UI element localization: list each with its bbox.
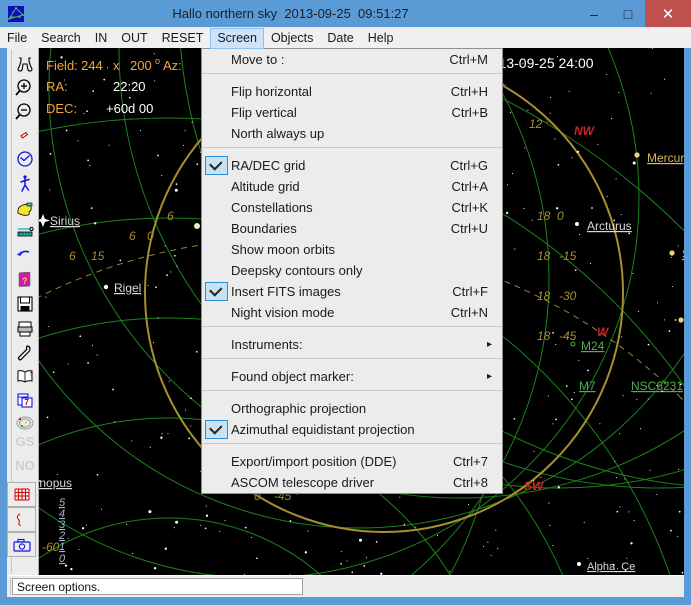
- svg-text:?: ?: [22, 276, 28, 286]
- svg-text:-15: -15: [559, 249, 577, 263]
- svg-text:18: 18: [537, 289, 551, 303]
- svg-text:12: 12: [529, 117, 543, 131]
- svg-text:W: W: [597, 325, 610, 339]
- svg-text:Mercury: Mercury: [647, 151, 684, 165]
- svg-text:18: 18: [537, 329, 551, 343]
- svg-text:6: 6: [69, 249, 76, 263]
- svg-text:18: 18: [537, 209, 551, 223]
- svg-text:15: 15: [91, 249, 105, 263]
- svg-text:NSC6231: NSC6231: [631, 379, 683, 393]
- svg-text:Az:: Az:: [163, 58, 182, 73]
- svg-text:Sirius: Sirius: [50, 214, 80, 228]
- svg-text:Arcturus: Arcturus: [587, 219, 632, 233]
- svg-text:0: 0: [59, 553, 66, 565]
- svg-text:Canopus: Canopus: [39, 476, 72, 490]
- svg-text:M24: M24: [581, 339, 605, 353]
- svg-text:0: 0: [147, 229, 154, 243]
- svg-text:NW: NW: [574, 124, 596, 138]
- svg-text:+60d 00: +60d 00: [106, 101, 153, 116]
- svg-text:Field:: Field:: [46, 58, 78, 73]
- svg-text:244: 244: [81, 58, 103, 73]
- svg-text:o: o: [155, 56, 160, 66]
- svg-text:22:20: 22:20: [113, 79, 146, 94]
- svg-text:-45: -45: [559, 329, 577, 343]
- svg-text:RA:: RA:: [46, 79, 68, 94]
- svg-text:Rigel: Rigel: [114, 281, 141, 295]
- svg-text:M7: M7: [579, 379, 596, 393]
- svg-text:0: 0: [557, 209, 564, 223]
- svg-text:7: 7: [25, 398, 30, 407]
- svg-text:6: 6: [129, 229, 136, 243]
- svg-text:DEC:: DEC:: [46, 101, 77, 116]
- svg-text:1: 1: [59, 541, 65, 553]
- svg-text:6: 6: [167, 209, 174, 223]
- svg-text:200: 200: [130, 58, 152, 73]
- svg-text:x: x: [113, 58, 120, 73]
- svg-text:Alpha_Ce: Alpha_Ce: [587, 561, 635, 573]
- svg-text:18: 18: [537, 249, 551, 263]
- svg-text:-60: -60: [42, 540, 60, 554]
- svg-text:SW: SW: [524, 479, 545, 493]
- svg-text:-30: -30: [559, 289, 577, 303]
